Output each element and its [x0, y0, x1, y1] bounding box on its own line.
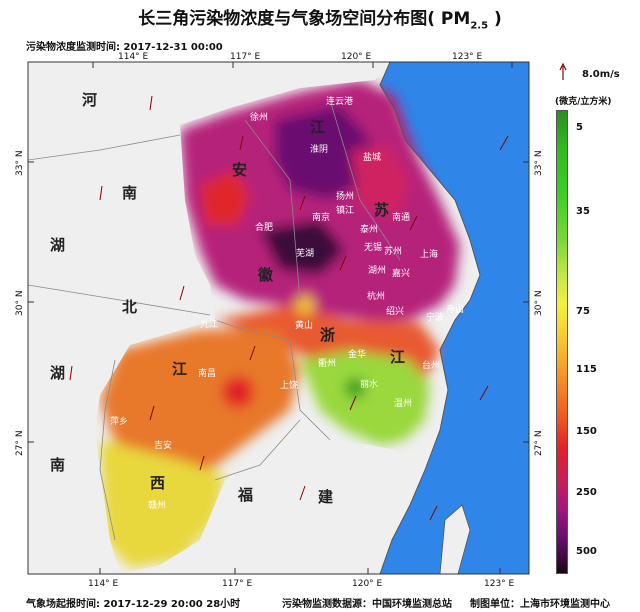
lat-label: 33° N	[534, 150, 544, 176]
city-label: 黄山	[295, 319, 313, 331]
city-label: 南昌	[198, 367, 216, 379]
city-label: 杭州	[367, 290, 385, 302]
legend-tick: 250	[576, 487, 597, 498]
lon-labels: 114° E 117° E 120° E 123° E 114° E 117° …	[88, 52, 515, 589]
city-label: 宁波	[426, 311, 444, 323]
lat-label: 33° N	[15, 150, 25, 176]
province-label: 西	[150, 474, 165, 492]
city-label: 台州	[422, 359, 440, 371]
province-label: 湖	[50, 364, 65, 382]
lat-label: 30° N	[534, 290, 544, 316]
legend-tick: 35	[576, 206, 590, 217]
footer-producer: 制图单位：上海市环境监测中心	[470, 599, 610, 610]
wind-legend-arrowhead	[559, 62, 567, 71]
wind-legend-label: 8.0m/s	[582, 69, 620, 80]
legend-tick: 5	[576, 122, 583, 133]
city-label: 温州	[394, 398, 412, 409]
city-label: 萍乡	[110, 416, 128, 427]
legend-tick: 75	[576, 306, 590, 317]
city-label: 南京	[312, 211, 330, 223]
lon-label: 117° E	[222, 579, 253, 589]
province-label: 徽	[257, 266, 274, 284]
province-label: 湖	[50, 236, 65, 254]
city-label: 淮阴	[310, 144, 328, 155]
monitor-time: 污染物浓度监测时间: 2017-12-31 00:00	[26, 42, 223, 53]
lon-label: 117° E	[230, 52, 261, 62]
sea-area	[380, 62, 529, 574]
city-label: 嘉兴	[392, 267, 410, 279]
pollution-field	[100, 80, 460, 568]
city-label: 赣州	[148, 499, 166, 511]
page-title: 长三角污染物浓度与气象场空间分布图( PM2.5 )	[138, 9, 502, 32]
city-label: 衢州	[318, 357, 336, 369]
province-boundaries	[28, 99, 401, 541]
lat-labels: 33° N 30° N 27° N 33° N 30° N 27° N	[15, 150, 544, 456]
city-labels: 连云港 徐州 淮阴 盐城 扬州 镇江 南京 泰州 南通 合肥 无锡 苏州 上海 …	[110, 95, 464, 511]
province-label: 安	[232, 161, 247, 179]
city-label: 无锡	[364, 242, 382, 253]
province-label: 河	[82, 91, 97, 109]
legend-tick: 150	[576, 426, 597, 437]
city-label: 绍兴	[386, 305, 404, 317]
map-frame	[27, 61, 530, 575]
axis-ticks	[28, 62, 529, 574]
taiwan-island	[439, 504, 471, 574]
province-label: 江	[172, 360, 187, 378]
legend-tick: 115	[576, 364, 597, 375]
footer-forecast: 气象场起报时间: 2017-12-29 20:00 28小时	[26, 599, 241, 610]
lon-label: 123° E	[484, 579, 515, 589]
outside-land-west	[28, 62, 390, 574]
province-label: 南	[50, 456, 65, 474]
city-label: 九江	[200, 319, 218, 330]
lon-label: 120° E	[352, 579, 383, 589]
city-label: 湖州	[368, 265, 386, 276]
city-label: 徐州	[250, 111, 268, 123]
footer-source: 污染物监测数据源：中国环境监测总站	[282, 599, 452, 610]
lon-label: 114° E	[88, 579, 119, 589]
legend-unit: (微克/立方米)	[555, 97, 612, 107]
city-label: 上饶	[280, 379, 298, 391]
coastline	[379, 62, 481, 574]
province-label: 苏	[374, 201, 389, 219]
city-label: 苏州	[384, 245, 402, 257]
color-bar	[556, 110, 568, 574]
wind-arrows	[69, 95, 509, 521]
city-label: 盐城	[363, 151, 381, 163]
province-label: 建	[318, 488, 334, 506]
province-label: 南	[122, 184, 137, 202]
city-label: 南通	[392, 211, 410, 223]
lon-label: 123° E	[452, 52, 483, 62]
province-labels: 河 南 湖 北 湖 南 江 西 福 建 安 徽 江 苏 浙 江	[50, 91, 405, 506]
lat-label: 27° N	[534, 430, 544, 456]
city-label: 扬州	[336, 190, 354, 202]
city-label: 上海	[420, 248, 438, 260]
city-label: 芜湖	[296, 247, 314, 259]
outside-land-south	[120, 420, 410, 574]
city-label: 泰州	[360, 223, 378, 235]
city-label: 吉安	[154, 439, 172, 451]
legend-tick: 500	[576, 546, 597, 557]
city-label: 舟山	[446, 303, 464, 315]
province-label: 江	[390, 348, 405, 366]
province-label: 浙	[320, 326, 335, 344]
city-label: 金华	[348, 348, 366, 360]
province-label: 江	[310, 118, 325, 136]
lon-label: 120° E	[341, 52, 372, 62]
city-label: 丽水	[360, 378, 378, 390]
city-label: 镇江	[336, 204, 354, 216]
lon-label: 114° E	[118, 52, 149, 62]
province-label: 北	[122, 298, 137, 316]
province-label: 福	[237, 486, 253, 504]
city-label: 合肥	[255, 221, 273, 233]
lat-label: 27° N	[15, 430, 25, 456]
city-label: 连云港	[326, 95, 353, 107]
lat-label: 30° N	[15, 290, 25, 316]
